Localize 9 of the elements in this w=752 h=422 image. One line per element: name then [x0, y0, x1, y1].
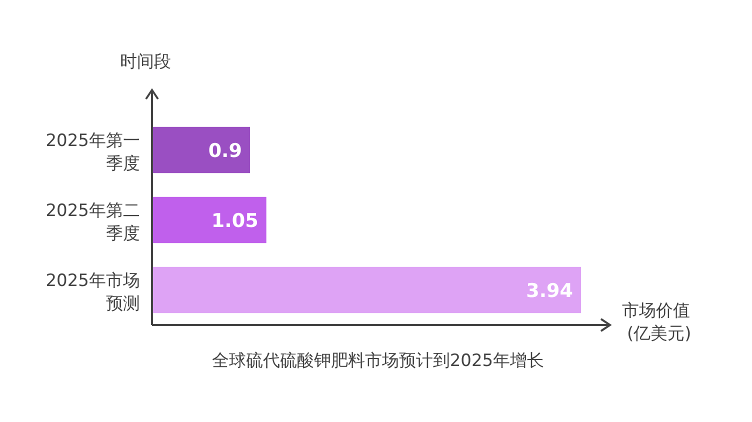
x-axis-title: 市场价值 (亿美元): [622, 301, 692, 344]
y-tick-label: 2025年第二季度: [46, 201, 140, 244]
text: 全球硫代硫酸钾肥料市场预计到2025年增长: [212, 351, 544, 371]
y-axis-title: 时间段: [120, 52, 171, 72]
y-tick-label: 2025年第一季度: [46, 131, 140, 174]
data-label: 0.9: [208, 140, 242, 162]
y-tick-label: 2025年市场预测: [46, 271, 140, 314]
data-label: 3.94: [526, 280, 573, 302]
data-label: 1.05: [211, 210, 258, 232]
